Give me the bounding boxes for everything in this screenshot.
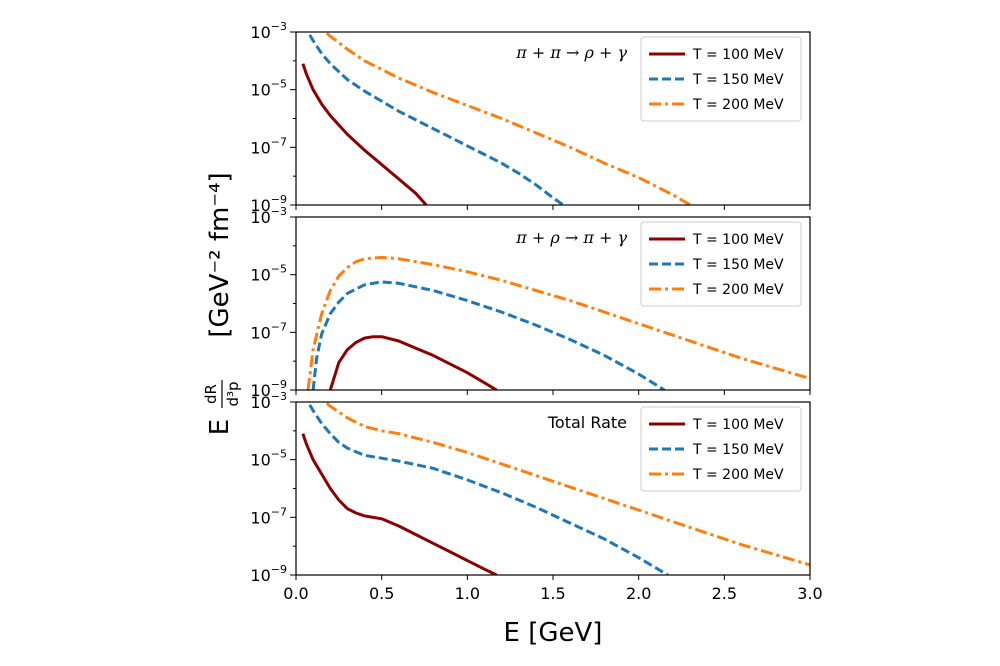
panel-3-legend-label-1: T = 100 MeV (692, 417, 784, 433)
x-tick-label: 2.0 (626, 584, 651, 603)
panel-2-legend: T = 100 MeV T = 150 MeV T = 200 MeV (640, 221, 802, 307)
panel-2-y-tick-label: 10−5 (250, 263, 287, 285)
panel-3-title: Total Rate (547, 413, 627, 432)
y-axis-title: E dR d³p [GeV⁻² fm⁻⁴] (202, 172, 242, 435)
panel-1-legend-label-1: T = 100 MeV (692, 47, 784, 63)
panel-1-y-tick-label: 10−7 (250, 135, 287, 157)
panel-1-legend-box (640, 36, 802, 122)
panel-2-legend-box (640, 221, 802, 307)
panel-3-series-1-line (301, 433, 498, 575)
x-tick-label: 0.5 (369, 584, 394, 603)
panel-1-series-3-line (325, 32, 691, 205)
panel-3-y-tick-label: 10−5 (250, 448, 287, 470)
x-axis-title: E [GeV] (504, 618, 603, 648)
y-axis-title-fraction-denominator: d³p (224, 381, 242, 406)
x-tick-label: 2.5 (712, 584, 737, 603)
panel-3-legend-label-3: T = 200 MeV (692, 467, 784, 483)
panel-2-legend-label-1: T = 100 MeV (692, 232, 784, 248)
panel-2-title: π + ρ → π + γ (515, 228, 627, 247)
x-tick-label: 3.0 (797, 584, 822, 603)
panel-3-y-tick-label: 10−3 (250, 390, 287, 412)
y-axis-title-fraction-numerator: dR (202, 384, 220, 404)
panel-3-legend: T = 100 MeV T = 150 MeV T = 200 MeV (640, 406, 802, 492)
y-axis-title-prefix: E (205, 419, 235, 435)
panel-1: 10−9 10−7 10−5 10−3 π + π → ρ + γ T = 100 MeV… (250, 20, 811, 215)
panel-1-y-tick-label: 10−9 (250, 193, 287, 215)
panel-2-series-2-line (311, 280, 666, 390)
panel-3-legend-box (640, 406, 802, 492)
panel-2-legend-label-2: T = 150 MeV (692, 257, 784, 273)
panel-3-series-3-line (325, 402, 810, 567)
panel-1-series-2-line (308, 34, 565, 205)
panels-layer: 10−9 10−7 10−5 10−3 π + π → ρ + γ T = 100 MeV… (250, 20, 811, 585)
panel-2-legend-label-3: T = 200 MeV (692, 282, 784, 298)
y-axis-title-units: [GeV⁻² fm⁻⁴] (205, 172, 235, 337)
panel-2-y-tick-label: 10−9 (250, 378, 287, 400)
panel-3-series-2-line (308, 404, 669, 575)
x-tick-label: 1.5 (540, 584, 565, 603)
panel-2-y-tick-label: 10−7 (250, 320, 287, 342)
panel-2: 10−9 10−7 10−5 10−3 π + ρ → π + γ T = 100 MeV… (250, 205, 811, 400)
panel-3-y-tick-label: 10−7 (250, 505, 287, 527)
x-tick-label: 0.0 (283, 584, 308, 603)
panel-3-legend-label-2: T = 150 MeV (692, 442, 784, 458)
panel-2-series-3-line (306, 255, 810, 390)
panel-1-y-tick-label: 10−3 (250, 20, 287, 42)
x-axis-ticks: 0.0 0.5 1.0 1.5 2.0 2.5 3.0 (283, 584, 822, 603)
panel-1-legend: T = 100 MeV T = 150 MeV T = 200 MeV (640, 36, 802, 122)
panel-1-y-tick-label: 10−5 (250, 78, 287, 100)
panel-1-legend-label-2: T = 150 MeV (692, 72, 784, 88)
panel-2-series-1-line (328, 335, 498, 390)
panel-1-series-1-line (301, 63, 428, 205)
panel-3-y-tick-label: 10−9 (250, 563, 287, 585)
panel-1-legend-label-3: T = 200 MeV (692, 97, 784, 113)
panel-2-y-tick-label: 10−3 (250, 205, 287, 227)
panel-1-title: π + π → ρ + γ (515, 43, 627, 62)
x-tick-label: 1.0 (455, 584, 480, 603)
